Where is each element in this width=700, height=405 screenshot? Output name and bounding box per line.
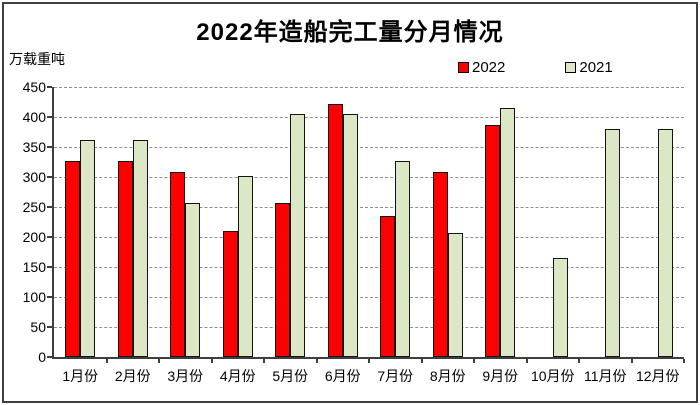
legend-swatch-2021 [565,62,577,73]
bar-2021-8月份 [447,233,463,357]
y-tick-mark-50 [47,326,52,328]
x-axis-label-3月份: 3月份 [167,368,204,384]
x-tick-mark-6 [368,359,370,363]
gridline-150 [54,267,684,268]
x-tick-mark-3 [210,359,213,363]
x-tick-mark-7 [420,359,423,363]
x-axis-label-11月份: 11月份 [583,368,627,384]
y-tick-mark-200 [47,236,52,238]
legend-item-2021: 2021 [565,59,613,76]
gridline-450 [54,87,684,88]
chart-title: 2022年造船完工量分月情况 [196,19,504,46]
gridline-100 [54,297,684,298]
gridline-200 [54,237,684,238]
y-tick-mark-350 [47,146,52,148]
bar-2021-9月份 [500,108,516,357]
bar-2021-2月份 [132,140,148,357]
x-axis-label-7月份: 7月份 [377,368,414,384]
y-tick-label-450: 450 [22,79,46,95]
legend-swatch-2022 [458,62,469,73]
bar-2021-11月份 [605,129,621,357]
x-axis-label-9月份: 9月份 [482,368,519,384]
bar-2022-7月份 [380,216,396,357]
y-tick-label-200: 200 [22,229,46,245]
bar-2022-6月份 [327,103,343,357]
x-tick-mark-5 [315,359,318,363]
x-tick-mark-9 [525,359,528,363]
legend: 2022 2021 [458,59,613,76]
bar-2021-5月份 [290,114,306,357]
bar-2022-4月份 [222,231,238,357]
gridline-250 [54,207,684,208]
y-axis-unit-label: 万载重吨 [9,51,65,67]
x-axis-label-1月份: 1月份 [62,368,99,384]
y-tick-mark-0 [47,356,52,358]
y-tick-label-400: 400 [22,109,46,125]
gridline-300 [54,177,684,178]
bar-2021-3月份 [185,203,201,357]
x-axis-label-6月份: 6月份 [324,368,361,384]
bar-2022-3月份 [170,172,186,357]
x-tick-mark-11 [630,359,633,363]
y-tick-label-350: 350 [22,139,46,155]
bar-2021-10月份 [552,258,568,357]
bar-2021-7月份 [395,161,411,357]
x-axis-label-2月份: 2月份 [114,368,151,384]
x-axis-label-8月份: 8月份 [429,368,466,384]
bar-2022-2月份 [117,160,133,357]
y-tick-mark-150 [47,266,52,268]
legend-label-2022: 2022 [472,59,506,76]
y-tick-label-100: 100 [22,289,46,305]
x-tick-mark-12 [683,359,685,363]
x-axis-label-12月份: 12月份 [635,368,680,384]
y-tick-label-50: 50 [30,319,46,335]
bar-2022-5月份 [275,203,291,357]
y-tick-mark-300 [47,176,52,178]
plot-area [52,87,684,359]
x-axis-label-10月份: 10月份 [530,368,575,384]
bar-2021-6月份 [342,114,358,357]
y-tick-label-300: 300 [22,169,46,185]
bar-2021-12月份 [657,129,673,357]
y-tick-mark-250 [47,206,52,208]
y-tick-label-0: 0 [38,349,46,365]
x-tick-mark-8 [473,359,475,363]
bar-2022-9月份 [485,125,501,357]
x-axis-label-4月份: 4月份 [219,368,256,384]
x-tick-mark-10 [578,359,580,363]
bar-2021-1月份 [80,140,96,357]
gridline-50 [54,327,684,328]
y-tick-label-250: 250 [22,199,46,215]
y-tick-mark-450 [47,86,52,88]
bar-2022-1月份 [65,160,81,357]
y-tick-label-150: 150 [22,259,46,275]
gridline-350 [54,147,684,148]
bar-2021-4月份 [237,175,253,357]
bar-2022-8月份 [432,172,448,357]
legend-item-2022: 2022 [458,59,505,76]
y-tick-mark-400 [47,116,52,118]
x-axis-label-5月份: 5月份 [272,368,309,384]
legend-label-2021: 2021 [579,59,613,76]
x-tick-mark-1 [105,359,108,363]
x-tick-mark-2 [158,359,160,363]
y-tick-mark-100 [47,296,52,298]
x-tick-mark-4 [263,359,265,363]
gridline-400 [54,117,684,118]
